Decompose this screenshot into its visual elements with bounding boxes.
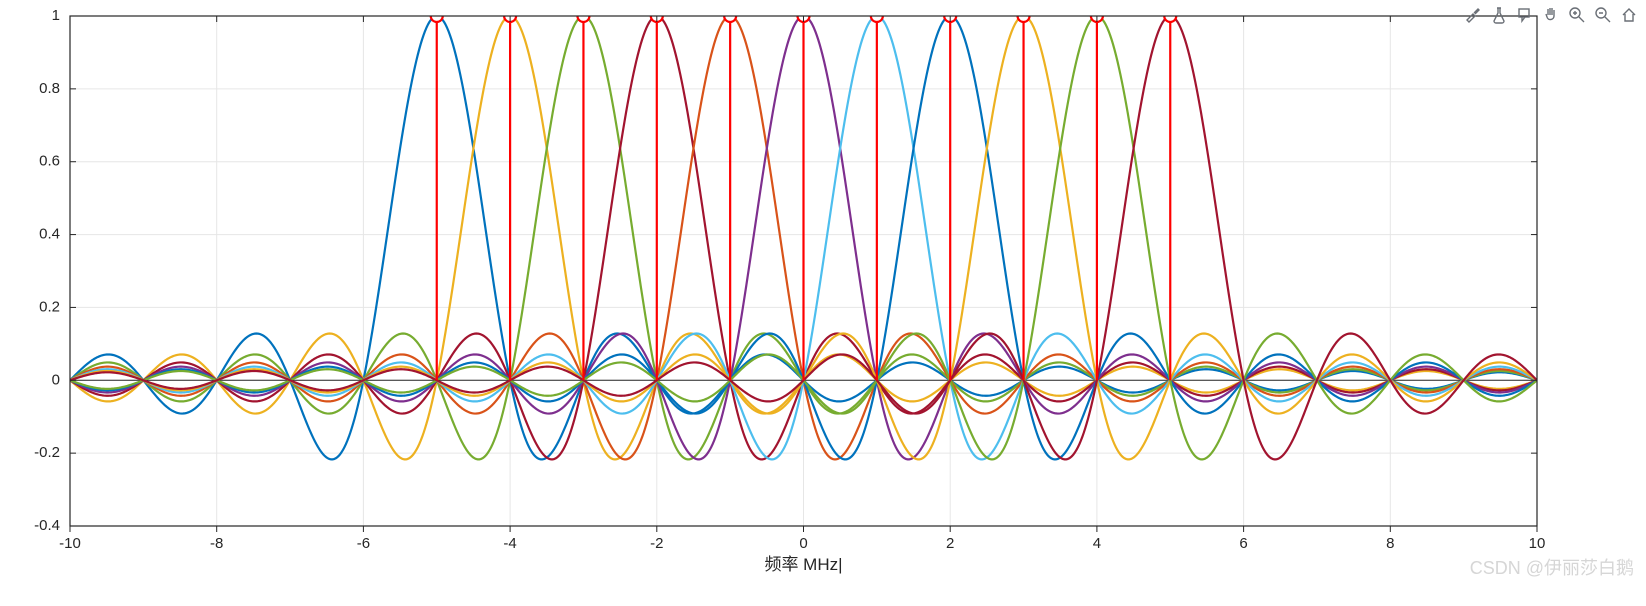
x-axis-label: 频率 MHz|: [764, 555, 842, 574]
svg-text:-6: -6: [357, 535, 370, 552]
svg-text:0.8: 0.8: [39, 80, 60, 97]
svg-text:-4: -4: [503, 535, 516, 552]
zoom-in-icon[interactable]: [1566, 4, 1588, 26]
svg-text:-8: -8: [210, 535, 223, 552]
svg-text:0.6: 0.6: [39, 153, 60, 170]
flask-icon[interactable]: [1488, 4, 1510, 26]
ofdm-sinc-plot: -10 -8 -6 -4 -2 0 2 4 6 8 10 -0.4 -0.2 0 0.2 0.4 0.6 0.8 1…: [0, 0, 1646, 606]
svg-text:6: 6: [1239, 535, 1247, 552]
svg-text:0.4: 0.4: [39, 226, 60, 243]
svg-text:2: 2: [946, 535, 954, 552]
brush-icon[interactable]: [1462, 4, 1484, 26]
zoom-out-icon[interactable]: [1592, 4, 1614, 26]
svg-text:4: 4: [1093, 535, 1101, 552]
svg-text:8: 8: [1386, 535, 1394, 552]
home-icon[interactable]: [1618, 4, 1640, 26]
svg-text:0.2: 0.2: [39, 298, 60, 315]
svg-text:1: 1: [52, 7, 60, 24]
datatip-icon[interactable]: [1514, 4, 1536, 26]
svg-text:-0.2: -0.2: [34, 444, 60, 461]
figure-toolbar: [1462, 4, 1640, 26]
svg-text:-0.4: -0.4: [34, 517, 60, 534]
svg-text:-10: -10: [59, 535, 81, 552]
svg-text:-2: -2: [650, 535, 663, 552]
svg-text:0: 0: [799, 535, 807, 552]
svg-text:0: 0: [52, 371, 60, 388]
pan-icon[interactable]: [1540, 4, 1562, 26]
svg-text:10: 10: [1529, 535, 1546, 552]
